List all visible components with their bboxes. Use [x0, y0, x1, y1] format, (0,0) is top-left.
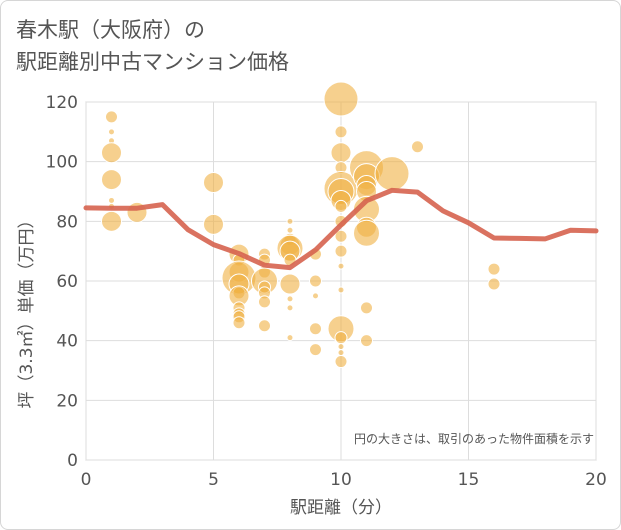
- bubble-point: [334, 125, 348, 139]
- bubble-point: [334, 331, 348, 345]
- y-tick-label: 120: [46, 93, 78, 113]
- chart-title: 春木駅（大阪府）の 駅距離別中古マンション価格: [16, 14, 289, 78]
- y-tick-label: 20: [56, 391, 78, 411]
- x-tick-label: 0: [81, 470, 92, 490]
- y-tick-labels: 0 20 40 60 80 100 120: [46, 93, 78, 471]
- x-tick-label: 15: [458, 470, 480, 490]
- bubble-point: [487, 262, 501, 276]
- bubble-point: [330, 142, 352, 164]
- bubble-point: [232, 316, 246, 330]
- bubble-point: [334, 229, 348, 243]
- bubble-point: [334, 199, 348, 213]
- bubble-point: [279, 273, 301, 295]
- bubble-point: [108, 128, 115, 136]
- bubble-point: [101, 142, 122, 164]
- bubble-point: [203, 172, 224, 194]
- bubble-point: [360, 301, 373, 315]
- bubble-point: [309, 274, 322, 288]
- bubble-point: [411, 140, 424, 154]
- bubble-point: [286, 334, 294, 342]
- bubble-point: [258, 319, 271, 333]
- bubble-point: [337, 262, 345, 270]
- y-tick-label: 40: [56, 332, 78, 352]
- y-tick-label: 60: [56, 272, 78, 292]
- size-note: 円の大きさは、取引のあった物件面積を示す: [354, 431, 594, 446]
- bubble-point: [101, 210, 122, 232]
- bubble-point: [337, 286, 345, 294]
- title-line-2: 駅距離別中古マンション価格: [16, 50, 289, 74]
- bubble-point: [286, 304, 294, 312]
- bubble-point: [309, 322, 322, 336]
- x-tick-labels: 0 5 10 15 20: [81, 470, 607, 490]
- bubble-point: [323, 81, 359, 117]
- bubble-point: [101, 169, 122, 191]
- y-tick-label: 0: [67, 451, 78, 471]
- bubble-point: [334, 244, 348, 258]
- trend-line-group: [83, 187, 599, 271]
- bubble-point: [105, 110, 118, 124]
- bubble-point: [108, 196, 115, 204]
- x-tick-label: 20: [585, 470, 607, 490]
- bubble-point: [334, 355, 348, 369]
- y-axis-label: 坪（3.3㎡）単価（万円）: [17, 211, 37, 408]
- y-tick-label: 80: [56, 212, 78, 232]
- bubble-point: [353, 219, 380, 247]
- bubble-point: [487, 277, 501, 291]
- bubble-point: [203, 213, 224, 235]
- bubble-point: [312, 292, 319, 300]
- bubble-point: [286, 295, 294, 303]
- bubble-point: [309, 343, 322, 357]
- bubble-point: [374, 156, 410, 192]
- bubble-point: [337, 343, 345, 351]
- bubble-point: [258, 295, 271, 309]
- bubble-point: [360, 334, 373, 348]
- x-axis-label: 駅距離（分）: [290, 498, 392, 518]
- trend-line: [83, 187, 599, 271]
- title-line-1: 春木駅（大阪府）の: [16, 18, 205, 42]
- y-tick-label: 100: [46, 153, 78, 173]
- x-tick-label: 5: [208, 470, 219, 490]
- bubble-point: [286, 217, 294, 225]
- x-tick-label: 10: [330, 470, 352, 490]
- bubble-point: [286, 226, 294, 234]
- bubble-point: [337, 349, 345, 357]
